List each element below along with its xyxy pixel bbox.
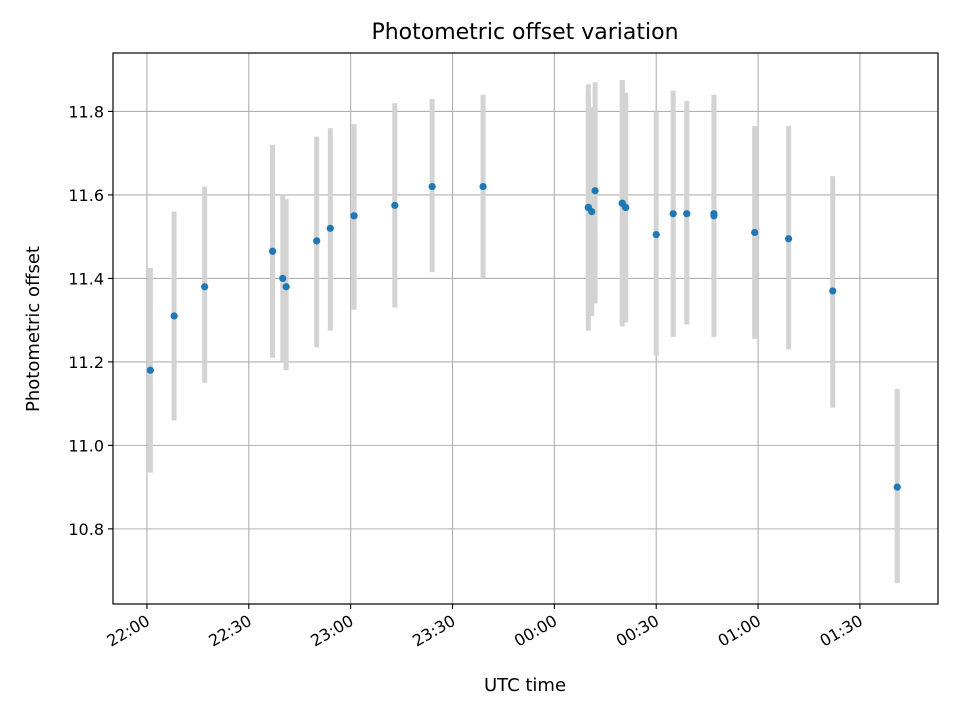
x-tick-label: 00:30 bbox=[613, 611, 662, 651]
data-points bbox=[146, 182, 901, 491]
grid-lines bbox=[113, 53, 938, 604]
data-point bbox=[588, 208, 596, 216]
x-tick-label: 23:30 bbox=[409, 611, 458, 651]
x-tick-label: 00:00 bbox=[511, 611, 560, 651]
y-tick-label: 11.8 bbox=[68, 102, 104, 121]
data-point bbox=[710, 212, 718, 220]
data-point bbox=[479, 182, 487, 191]
data-point bbox=[428, 182, 436, 191]
data-point bbox=[391, 201, 399, 209]
y-tick-label: 11.6 bbox=[68, 186, 104, 205]
data-point bbox=[326, 224, 334, 232]
data-point bbox=[279, 274, 287, 283]
data-point bbox=[652, 230, 660, 239]
data-point bbox=[591, 187, 599, 195]
x-tick-label: 23:00 bbox=[307, 611, 356, 651]
data-point bbox=[282, 283, 290, 291]
data-point bbox=[201, 283, 209, 291]
data-point bbox=[683, 210, 691, 218]
data-point bbox=[785, 235, 793, 243]
error-bars bbox=[147, 80, 900, 584]
plot-frame bbox=[112, 52, 939, 605]
data-point bbox=[829, 287, 837, 295]
x-tick-label: 01:00 bbox=[715, 611, 764, 651]
x-tick-label: 01:30 bbox=[816, 611, 865, 651]
data-point bbox=[146, 366, 154, 374]
data-point bbox=[268, 247, 277, 255]
y-axis-label: Photometric offset bbox=[23, 246, 44, 412]
data-point bbox=[893, 483, 901, 491]
y-axis: 10.8 11.0 11.2 11.4 11.6 11.8 bbox=[68, 102, 113, 539]
data-point bbox=[170, 312, 178, 320]
x-tick-label: 22:30 bbox=[205, 611, 254, 651]
data-point bbox=[669, 210, 677, 218]
x-axis: 22:00 22:30 23:00 23:30 00:00 00:30 01:00 01:30 bbox=[104, 604, 866, 651]
y-tick-label: 10.8 bbox=[68, 520, 104, 539]
x-tick-label: 22:00 bbox=[104, 611, 153, 651]
data-point bbox=[751, 228, 759, 237]
data-point bbox=[313, 237, 321, 245]
y-tick-label: 11.2 bbox=[68, 353, 104, 372]
x-axis-label: UTC time bbox=[484, 675, 566, 696]
y-tick-label: 11.4 bbox=[68, 269, 104, 288]
y-tick-label: 11.0 bbox=[68, 436, 104, 455]
chart-title: Photometric offset variation bbox=[371, 20, 678, 45]
data-point bbox=[350, 212, 358, 220]
data-point bbox=[622, 203, 630, 212]
